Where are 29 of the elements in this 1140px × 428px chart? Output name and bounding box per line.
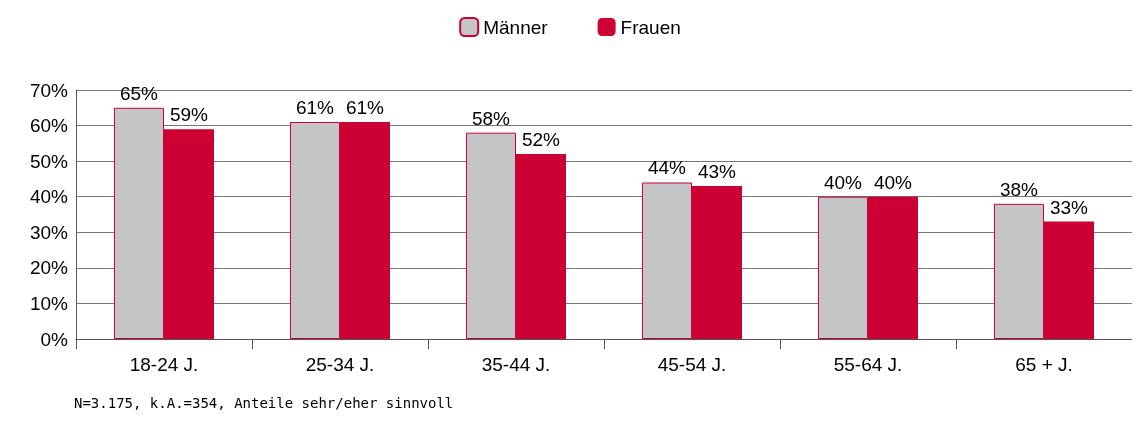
- data-label: 44%: [647, 157, 687, 179]
- legend-label: Männer: [483, 16, 549, 38]
- data-label: 38%: [999, 178, 1039, 200]
- data-label: 40%: [873, 171, 913, 193]
- data-label: 43%: [697, 161, 737, 183]
- x-tick-label: 18-24 J.: [129, 354, 199, 375]
- y-tick-label: 50%: [29, 150, 69, 172]
- y-tick-label: 20%: [29, 257, 69, 279]
- data-label: 65%: [119, 82, 159, 104]
- legend-label: Frauen: [620, 16, 681, 38]
- x-tick-label: 25-34 J.: [305, 354, 375, 375]
- data-label: 61%: [295, 97, 335, 119]
- data-label: 52%: [521, 129, 561, 151]
- x-tick-label: 55-64 J.: [833, 354, 903, 375]
- x-tick-label: 65 + J.: [1015, 354, 1073, 375]
- data-label: 40%: [823, 171, 863, 193]
- y-tick-label: 60%: [29, 115, 69, 137]
- x-tick-label: 45-54 J.: [657, 354, 727, 375]
- data-label: 33%: [1049, 196, 1089, 218]
- data-label: 58%: [471, 107, 511, 129]
- y-tick-label: 30%: [29, 221, 69, 243]
- x-tick-label: 35-44 J.: [481, 354, 551, 375]
- y-tick-label: 10%: [29, 292, 69, 314]
- y-tick-label: 70%: [29, 79, 69, 101]
- y-tick-label: 0%: [40, 328, 69, 350]
- data-label: 59%: [169, 104, 209, 126]
- y-tick-label: 40%: [29, 186, 69, 208]
- text: N=3.175, k.A.=354, Anteile sehr/eher sinnvoll: [74, 395, 454, 411]
- data-label: 61%: [345, 97, 385, 119]
